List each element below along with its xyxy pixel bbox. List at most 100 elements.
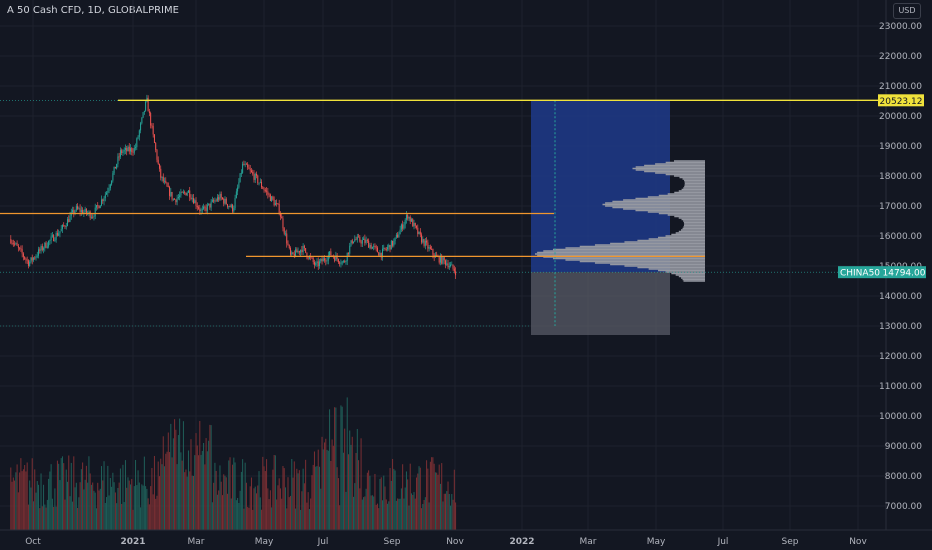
volume-profile-bar [552, 257, 705, 260]
volume-profile-bar [579, 245, 705, 248]
candle-body [40, 245, 42, 251]
volume-profile-bar [667, 193, 705, 195]
candle-body [201, 208, 203, 210]
candle-body [390, 240, 392, 250]
candle-body [64, 225, 66, 227]
candle-body [235, 191, 237, 199]
candle-body [344, 261, 346, 263]
candle-body [167, 186, 169, 188]
currency-button[interactable]: USD [893, 3, 921, 19]
volume-bar [439, 483, 441, 530]
volume-bar [235, 500, 237, 530]
candle-body [311, 257, 313, 259]
volume-bar [240, 471, 242, 530]
candle-body [288, 244, 290, 249]
candle-body [337, 259, 339, 263]
volume-bar [127, 477, 129, 530]
volume-bar [189, 471, 191, 530]
volume-bar [64, 499, 66, 530]
volume-profile-bar [667, 214, 705, 216]
volume-bar [257, 485, 259, 530]
time-tick-label: 2021 [120, 537, 145, 547]
volume-profile-bar [681, 229, 705, 231]
candle-body [204, 206, 206, 208]
price-axis[interactable]: 23000.00 22000.00 21000.00 20000.00 19000.00… [879, 0, 922, 530]
volume-bar [155, 498, 157, 530]
volume-profile-bar [610, 263, 705, 266]
candle-body [276, 203, 278, 205]
volume-bar [193, 475, 194, 530]
candle-body [240, 172, 242, 174]
candle-body [345, 261, 347, 263]
horizontal-levels[interactable] [0, 99, 886, 273]
volume-bar [417, 473, 419, 530]
volume-bar [442, 501, 444, 530]
volume-bar [180, 452, 182, 530]
candle-body [88, 211, 90, 214]
volume-bar [382, 500, 383, 530]
candle-body [321, 258, 323, 262]
candle-body [161, 176, 163, 178]
volume-bar [247, 506, 249, 530]
volume-bar [330, 460, 332, 530]
candle-body [356, 236, 358, 240]
candle-body [340, 263, 342, 265]
candle-body [336, 255, 338, 260]
volume-profile-bar [594, 244, 705, 246]
volume-bar [422, 503, 424, 530]
volume-bar [65, 469, 67, 530]
volume-bar [307, 492, 309, 530]
candle-body [111, 180, 113, 185]
volume-bar [109, 477, 111, 530]
volume-bar [126, 487, 128, 530]
volume-bar [445, 493, 446, 530]
time-tick-label: Mar [188, 537, 205, 547]
volume-bar [407, 479, 409, 530]
volume-profile-bar [665, 173, 705, 176]
candle-body [95, 205, 97, 208]
candle-body [141, 117, 143, 124]
volume-bar [419, 467, 421, 530]
candle-body [329, 251, 331, 256]
volume-bar [418, 466, 420, 530]
volume-bar [354, 483, 356, 530]
volume-bar [342, 452, 344, 530]
time-tick-label: Sep [384, 537, 401, 547]
fixed-range-volume-profile[interactable] [0, 100, 705, 335]
candle-body [179, 195, 181, 197]
volume-profile-bar [594, 262, 705, 264]
candle-body [32, 257, 34, 261]
volume-bar [208, 440, 210, 530]
candle-body [421, 234, 423, 243]
volume-bar [397, 498, 399, 530]
candle-body [35, 256, 37, 259]
volume-bar [78, 497, 80, 530]
volume-profile-bar [565, 247, 705, 249]
candle-body [130, 148, 131, 152]
volume-bar [130, 484, 131, 530]
volume-bar [177, 435, 179, 530]
volume-bar [10, 467, 12, 530]
volume-bar [256, 493, 257, 530]
candle-body [378, 252, 380, 256]
volume-profile-bar [678, 230, 705, 233]
candle-body [453, 268, 455, 272]
volume-profile-bar [632, 167, 705, 170]
candle-body [267, 191, 269, 195]
candle-body [380, 252, 382, 258]
volume-profile-bar [681, 188, 705, 191]
candle-body [273, 199, 275, 206]
volume-bar [423, 499, 425, 530]
volume-bar [428, 502, 430, 530]
candle-body [205, 207, 207, 211]
time-axis[interactable]: Oct 2021 Mar May Jul Sep Nov 2022 Mar May Jul Sep No… [0, 529, 932, 547]
volume-profile-bar [637, 266, 705, 269]
volume-bar [259, 497, 261, 530]
candle-body [307, 257, 309, 259]
volume-profile-bar [671, 272, 705, 275]
volume-profile-bar [537, 254, 705, 257]
candle-body [214, 200, 216, 202]
volume-bar [337, 478, 339, 530]
volume-bar [340, 405, 342, 530]
